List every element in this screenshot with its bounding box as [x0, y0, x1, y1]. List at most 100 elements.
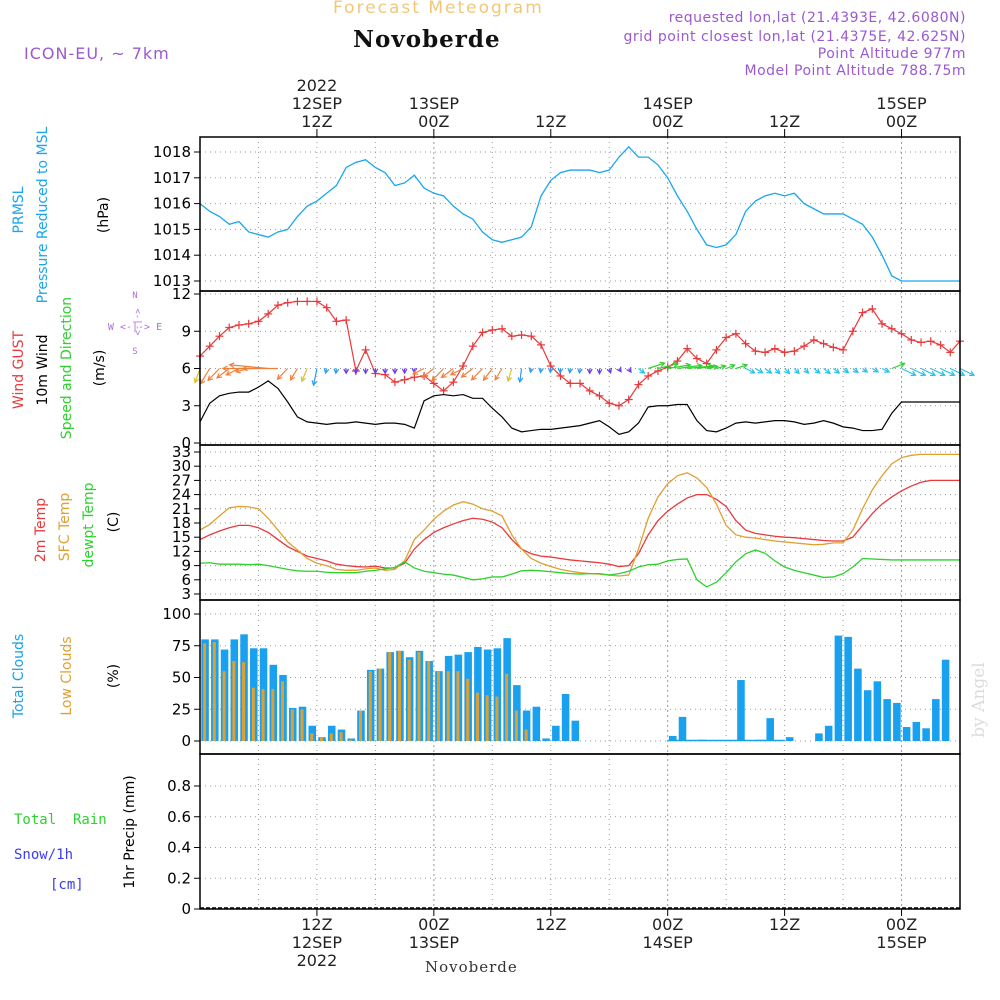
wind-direction-arrow [638, 368, 646, 374]
arrow-head [517, 377, 524, 384]
wind-gust-marker [692, 354, 701, 363]
wind-gust-marker [449, 378, 458, 387]
arrow-head [494, 374, 500, 381]
wind-direction-arrow [784, 368, 791, 375]
wind-gust-marker [478, 328, 487, 337]
top-time-label: 00Z [418, 112, 449, 131]
y-tick-label: 0.2 [167, 869, 191, 887]
wind-direction-arrow [401, 368, 408, 375]
wind-direction-arrow [949, 367, 966, 377]
low-cloud-bar [417, 652, 421, 741]
wind-direction-arrow [706, 364, 719, 371]
wind-gust-marker [361, 345, 370, 354]
arrow-head [538, 367, 544, 374]
top-time-label: 00Z [886, 112, 917, 131]
top-day-label: 13SEP [409, 94, 460, 113]
wind-gust-label: Wind GUST [11, 330, 27, 409]
precip-unit: 1hr Precip (mm) [122, 775, 138, 888]
wind-direction-arrow [696, 363, 715, 370]
low-cloud-bar [271, 688, 275, 741]
total-cloud-bar [678, 716, 687, 741]
arrow-head [639, 368, 646, 374]
wind-gust-marker [254, 317, 263, 326]
low-cloud-bar [310, 733, 314, 741]
arrow-head [391, 368, 398, 375]
wind-direction-arrow [311, 368, 318, 387]
wind-gust-marker [926, 337, 935, 346]
sfc-temp-label: SFC Temp [57, 493, 73, 562]
wind-direction-arrow [577, 368, 583, 375]
arrow-shaft [823, 368, 831, 374]
wind-unit: (m/s) [92, 350, 108, 387]
arrow-shaft [507, 368, 513, 382]
arrow-shaft [706, 365, 718, 370]
watermark: by Angel [969, 662, 989, 738]
bottom-time-label: 00Z [418, 915, 449, 934]
wind-gust-marker [800, 342, 809, 351]
arrow-head [557, 367, 564, 374]
wind-gust-marker [770, 344, 779, 353]
wind-gust-marker [566, 379, 575, 388]
wind-direction-arrow [517, 368, 524, 384]
wind-10m-line [199, 380, 960, 435]
arrow-head [225, 370, 232, 376]
sfc-temp-line [199, 453, 960, 577]
wind-gust-marker [537, 340, 546, 349]
wind-direction-arrow [323, 368, 330, 375]
arrow-shaft [441, 368, 454, 378]
panel-frame [199, 753, 961, 910]
y-tick-label: 9 [181, 322, 191, 340]
wind-gust-marker [342, 316, 351, 325]
total-clouds-label: Total Clouds [11, 634, 27, 719]
arrow-head [968, 370, 976, 377]
arrow-head [712, 364, 719, 371]
arrow-head [193, 377, 200, 384]
arrow-shaft [911, 367, 926, 376]
wind-gust-marker [624, 395, 633, 404]
wind-direction-arrow [241, 365, 278, 372]
total-cloud-bar [893, 702, 901, 741]
wind-direction-arrow [862, 367, 869, 373]
wind-gust-marker [809, 335, 818, 344]
wind-direction-arrow [199, 368, 211, 385]
arrow-shaft [755, 367, 763, 374]
y-tick-label: 1014 [153, 246, 191, 264]
arrow-head [672, 361, 680, 368]
arrow-head [939, 370, 946, 377]
wind-gust-marker [556, 371, 565, 380]
pressure-unit: (hPa) [96, 197, 112, 233]
wind-direction-arrow [412, 367, 425, 375]
wind-direction-arrow [616, 366, 622, 373]
y-tick-label: 25 [172, 700, 191, 718]
wind-gust-marker [848, 327, 857, 336]
low-cloud-bar [251, 687, 255, 741]
arrow-shaft [677, 364, 702, 370]
arrow-shaft [431, 368, 445, 381]
wind-direction-arrow [901, 367, 917, 377]
low-clouds-label: Low Clouds [59, 636, 75, 715]
total-cloud-bar [824, 725, 833, 741]
total-cloud-bar [785, 737, 794, 741]
total-cloud-bar [863, 690, 872, 741]
arrow-shaft [881, 367, 890, 373]
wind-direction-arrow [648, 361, 666, 370]
total-cloud-bar [941, 659, 950, 741]
arrow-head [899, 362, 906, 368]
total-cloud-bar [552, 725, 560, 741]
wind-direction-arrow [745, 367, 756, 374]
wind-direction-arrow [470, 368, 483, 381]
arrow-head [234, 367, 241, 374]
y-tick-label: 3 [181, 397, 191, 415]
arrow-shaft [930, 367, 946, 376]
wind-gust-marker [498, 324, 507, 333]
arrow-head [460, 372, 467, 378]
wind-gust-marker [488, 326, 497, 335]
wind-gust-marker [946, 348, 955, 357]
wind-gust-marker [312, 297, 321, 306]
wind-direction-arrow [372, 368, 379, 375]
wind-direction-arrow [852, 367, 859, 374]
low-cloud-bar [222, 671, 226, 741]
top-day-label: 14SEP [643, 94, 694, 113]
wind-gust-marker [244, 319, 253, 328]
